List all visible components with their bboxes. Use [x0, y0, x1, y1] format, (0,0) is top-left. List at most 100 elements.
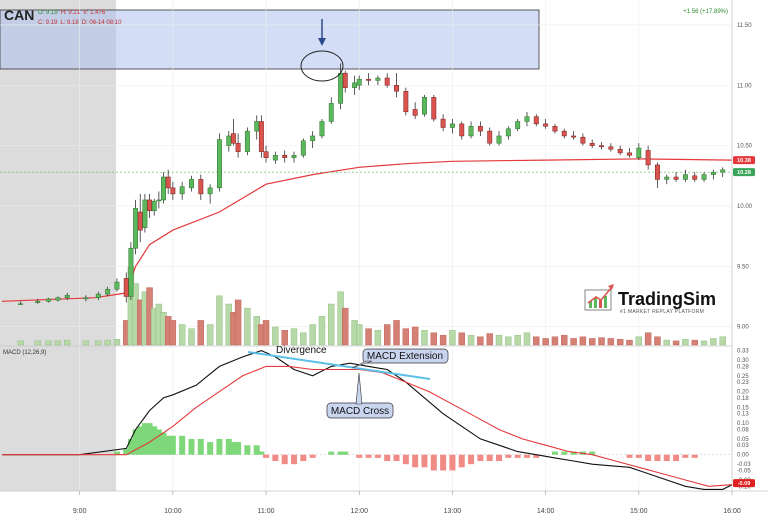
highlight-region [0, 9, 540, 70]
tradingsim-logo-icon [584, 284, 614, 311]
macd-histogram-bar [384, 454, 391, 462]
volume-bar [561, 334, 568, 346]
candle-body [328, 103, 334, 122]
volume-bar [169, 320, 177, 346]
volume-bar [458, 332, 465, 346]
macd-histogram-bar [393, 454, 400, 462]
volume-bar [682, 339, 689, 346]
premarket-shade-macd [0, 346, 116, 491]
volume-bar [206, 324, 214, 346]
macd-histogram-bar [272, 454, 279, 462]
macd-histogram-bar [356, 454, 363, 458]
candle-body [505, 128, 511, 137]
candle-body [701, 174, 707, 180]
candle-body [95, 293, 101, 298]
divergence-trendline [247, 351, 431, 380]
candle-body [412, 109, 418, 116]
volume-bar [477, 336, 484, 346]
macd-tick-label: 0.33 [737, 349, 749, 355]
candle-body [645, 150, 651, 166]
candle-body [375, 77, 381, 81]
volume-bar [644, 332, 652, 346]
volume-bar [328, 303, 335, 346]
macd-histogram-bar [570, 451, 577, 455]
macd-tick-label: -0.10 [737, 484, 751, 490]
macd-histogram-bar [132, 429, 139, 455]
macd-histogram-bar [169, 435, 176, 455]
macd-histogram-bar [179, 435, 186, 455]
volume-bar [430, 332, 437, 346]
candle-body [720, 169, 726, 173]
price-tick-label: 11.50 [737, 23, 752, 29]
candle-body [156, 199, 162, 202]
candles [18, 63, 726, 305]
macd-histogram-bar [691, 454, 698, 458]
candle-body [151, 200, 157, 212]
candle-body [459, 123, 465, 137]
candle-body [403, 91, 409, 113]
volume-bar [342, 307, 349, 346]
time-tick-label: 9:00 [73, 508, 87, 515]
ticker-symbol: CAN [4, 7, 34, 23]
macd-histogram-bar [412, 454, 419, 468]
candle-body [226, 135, 232, 146]
time-tick-label: 12:00 [350, 508, 368, 515]
candle-body [561, 130, 567, 137]
brand-tagline: #1 MARKET REPLAY PLATFORM [620, 309, 704, 315]
candle-body [207, 187, 213, 195]
price-axis: 11.50 11.00 10.50 10.00 9.50 9.00 10.38 10.28 [733, 23, 755, 331]
candle-body [496, 135, 502, 144]
macd-histogram-bar [281, 454, 288, 465]
macd-histogram-bar [682, 454, 689, 458]
volume-bar [505, 336, 512, 346]
candle-body [310, 135, 316, 142]
candle-body [356, 78, 362, 86]
macd-histogram-bar [235, 442, 242, 455]
candle-body [543, 123, 549, 127]
last-price-marker-bg [733, 168, 755, 177]
volume-bar [356, 324, 363, 346]
candle-body [580, 136, 586, 144]
candle-body [654, 164, 660, 180]
macd-histogram-bar [514, 454, 521, 458]
volume-bar [383, 324, 391, 346]
macd-histogram-bar [635, 454, 642, 458]
volume-bar [495, 334, 503, 346]
macd-histogram-bar [449, 454, 456, 471]
time-tick-label: 14:00 [537, 508, 555, 515]
divergence-label: Divergence [276, 345, 327, 356]
last-price-marker-label: 10.28 [737, 170, 751, 176]
macd-histogram-bar [244, 445, 251, 455]
volume-bar [95, 340, 102, 346]
candle-body [440, 118, 446, 128]
volume-bar [533, 336, 540, 346]
volume-bar [626, 339, 633, 346]
macd-tick-label: -0.05 [737, 468, 751, 474]
macd-histogram-bar [188, 438, 195, 455]
volume-bar [589, 338, 596, 346]
time-tick-label: 16:00 [723, 508, 741, 515]
time-tick-label: 10:00 [164, 508, 182, 515]
macd-tick-label: 0.20 [737, 390, 749, 396]
macd-histogram-bar [230, 442, 237, 455]
macd-histogram-bar [365, 454, 372, 458]
candle-body [617, 148, 623, 154]
macd-lines [2, 350, 733, 490]
brand-name: TradingSim [618, 289, 716, 309]
macd-histogram-bar [654, 454, 661, 462]
candle-body [552, 126, 558, 132]
candle-body [235, 142, 241, 152]
volume-bar [197, 320, 205, 346]
ohlc-close: C: 9.19 [38, 20, 58, 26]
candle-body [254, 121, 260, 132]
macd-histogram-bar [342, 451, 349, 455]
macd-histogram-bar [337, 451, 344, 455]
ohlc-line-2: C: 9.19 L: 9.18 D: 06-14 08:10 [38, 20, 122, 26]
volume-bar [654, 336, 661, 346]
volume-bar [188, 328, 195, 346]
macd-histogram-bar [151, 426, 158, 455]
volume-bar [635, 336, 643, 346]
volume-bar [710, 338, 717, 346]
macd-histogram-bar [207, 442, 214, 455]
